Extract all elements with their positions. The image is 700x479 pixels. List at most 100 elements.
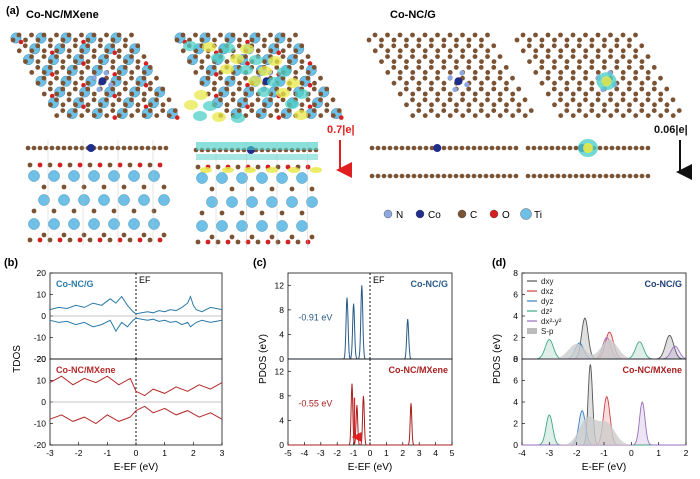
carbon-atom <box>318 113 324 118</box>
carbon-atom <box>504 102 509 108</box>
carbon-atom <box>428 108 434 113</box>
carbon-atom <box>435 113 441 118</box>
subplot-label: Co-NC/G <box>56 279 94 289</box>
carbon-atom <box>48 59 53 64</box>
carbon-atom <box>417 145 423 151</box>
charge-density-lobe <box>268 56 282 66</box>
y-tick-label: 8 <box>279 391 284 401</box>
carbon-atom <box>573 173 579 179</box>
carbon-atom <box>274 43 280 49</box>
carbon-atom <box>485 70 491 75</box>
side-view-co-nc-g-charge <box>525 139 651 179</box>
carbon-atom <box>48 102 53 108</box>
carbon-atom <box>403 43 409 49</box>
carbon-atom <box>236 43 242 49</box>
top-view-co-nc-mxene <box>10 32 180 120</box>
carbon-atom <box>639 173 645 179</box>
carbon-atom <box>199 80 205 86</box>
carbon-atom <box>620 54 626 59</box>
carbon-atom <box>614 37 620 43</box>
x-tick-label: 1 <box>656 448 661 458</box>
carbon-atom <box>435 173 441 179</box>
carbon-atom <box>91 91 97 97</box>
carbon-atom <box>626 108 632 113</box>
carbon-atom <box>453 108 459 113</box>
carbon-atom <box>293 32 298 38</box>
carbon-atom <box>141 75 147 81</box>
carbon-atom <box>447 113 453 118</box>
y-tick-label: 10 <box>37 290 47 300</box>
legend-atom-c-icon <box>457 209 467 219</box>
nitrogen-atom <box>91 75 97 81</box>
y-tick-label: 4 <box>513 397 518 407</box>
carbon-atom <box>148 80 153 86</box>
charge-density-lobe <box>193 111 207 121</box>
subplot-label: Co-NC/G <box>645 279 683 289</box>
carbon-atom <box>166 113 172 118</box>
carbon-atom <box>570 113 576 118</box>
carbon-atom <box>289 186 295 192</box>
carbon-atom <box>609 173 615 179</box>
carbon-atom <box>558 97 563 103</box>
carbon-atom <box>116 48 122 54</box>
y-tick-label: 6 <box>513 290 518 300</box>
carbon-atom <box>324 102 330 108</box>
carbon-atom <box>299 102 305 108</box>
carbon-atom <box>576 86 582 92</box>
carbon-atom <box>626 86 632 92</box>
carbon-atom <box>478 108 484 113</box>
ti-atom <box>226 196 238 208</box>
carbon-atom <box>533 70 539 75</box>
surface-atom <box>127 162 133 168</box>
x-tick-label: 2 <box>400 448 405 458</box>
x-tick-label: -3 <box>46 448 54 458</box>
carbon-atom <box>219 210 225 216</box>
ti-atom <box>148 218 160 230</box>
carbon-atom <box>583 75 588 81</box>
charge-density-lobe <box>277 67 291 77</box>
carbon-atom <box>236 86 242 92</box>
carbon-atom <box>141 54 147 59</box>
nitrogen-atom <box>96 86 102 93</box>
carbon-atom <box>129 48 135 54</box>
legend-atom-co-icon <box>415 209 425 219</box>
carbon-atom <box>129 113 135 118</box>
carbon-atom <box>199 65 205 70</box>
x-tick-label: 2 <box>684 448 689 458</box>
carbon-atom <box>591 173 597 179</box>
carbon-atom <box>286 108 292 113</box>
surface-atom <box>275 239 281 245</box>
ti-atom <box>118 194 130 206</box>
carbon-atom <box>614 43 620 49</box>
carbon-atom <box>583 70 589 75</box>
carbon-atom <box>422 113 428 118</box>
carbon-atom <box>54 54 59 59</box>
carbon-atom <box>466 86 472 92</box>
surface-atom <box>157 162 163 168</box>
carbon-atom <box>429 37 434 43</box>
surface-atom <box>147 237 153 243</box>
carbon-atom <box>236 108 242 113</box>
charge-density-lobe <box>220 64 234 74</box>
carbon-atom <box>459 145 465 151</box>
carbon-atom <box>501 173 507 179</box>
subplot-label: Co-NC/MXene <box>622 365 682 375</box>
carbon-atom <box>123 59 128 64</box>
y-tick-label: 0 <box>513 440 518 450</box>
ti-atom <box>276 172 288 184</box>
carbon-atom <box>561 145 567 151</box>
carbon-atom <box>280 54 286 59</box>
carbon-atom <box>520 32 526 38</box>
carbon-atom <box>422 70 428 75</box>
top-view-co-nc-g-charge <box>514 32 682 118</box>
carbon-atom <box>620 113 626 118</box>
carbon-atom <box>526 43 532 49</box>
nitrogen-atom <box>464 82 470 88</box>
carbon-atom <box>101 184 107 190</box>
carbon-atom <box>478 43 484 49</box>
carbon-atom <box>627 145 633 151</box>
carbon-atom <box>135 80 141 86</box>
oxygen-atom <box>49 93 55 99</box>
carbon-atom <box>670 97 676 103</box>
carbon-atom <box>633 97 638 103</box>
